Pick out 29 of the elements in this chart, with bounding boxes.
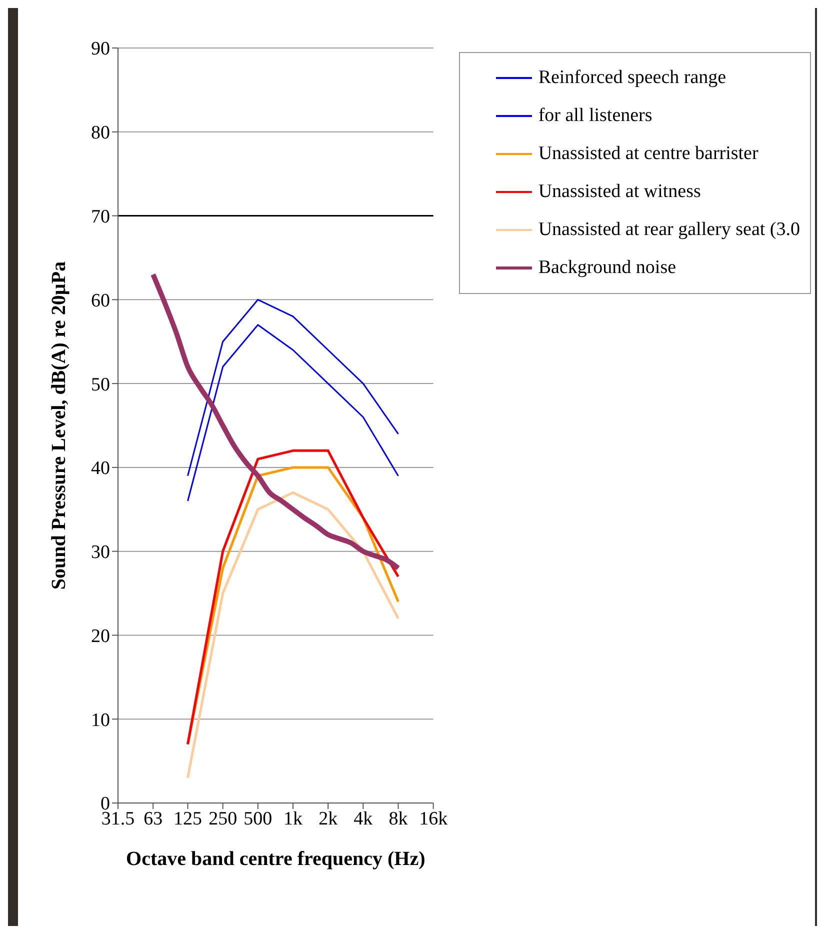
y-tick-label: 30 bbox=[91, 542, 110, 564]
legend-label: Unassisted at witness bbox=[538, 181, 702, 203]
line-series bbox=[186, 491, 400, 780]
legend-label: for all listeners bbox=[538, 105, 654, 127]
legend-label: Reinforced speech range bbox=[538, 67, 728, 89]
y-tick-label: 60 bbox=[91, 290, 110, 312]
y-tick-label: 10 bbox=[91, 710, 110, 731]
y-tick-label: 80 bbox=[91, 122, 110, 144]
y-tick-label: 90 bbox=[91, 38, 110, 60]
x-tick-label: 8k bbox=[388, 808, 408, 830]
legend-label: Background noise bbox=[538, 257, 678, 279]
x-tick-label: 250 bbox=[208, 808, 238, 830]
x-tick-label: 63 bbox=[144, 808, 163, 830]
y-tick-label: 50 bbox=[91, 374, 110, 396]
x-tick-label: 1k bbox=[283, 808, 303, 830]
y-tick-label: 40 bbox=[91, 458, 110, 480]
x-tick-label: 4k bbox=[354, 808, 374, 830]
y-tick-label: 70 bbox=[91, 206, 110, 228]
x-tick-label: 125 bbox=[174, 808, 202, 830]
line-series bbox=[187, 298, 399, 477]
x-axis-title: Octave band centre frequency (Hz) bbox=[126, 848, 426, 870]
x-tick-label: 500 bbox=[244, 808, 272, 830]
y-axis-title: Sound Pressure Level, dB(A) re 20µPa bbox=[48, 261, 70, 590]
legend-label: Unassisted at centre barrister bbox=[538, 143, 760, 165]
line-series bbox=[187, 324, 399, 502]
x-tick-label: 16k bbox=[419, 808, 448, 830]
y-tick-label: 20 bbox=[91, 626, 110, 647]
x-tick-label: 2k bbox=[318, 808, 338, 830]
legend-label: Unassisted at rear gallery seat (3.0 bbox=[538, 219, 801, 241]
